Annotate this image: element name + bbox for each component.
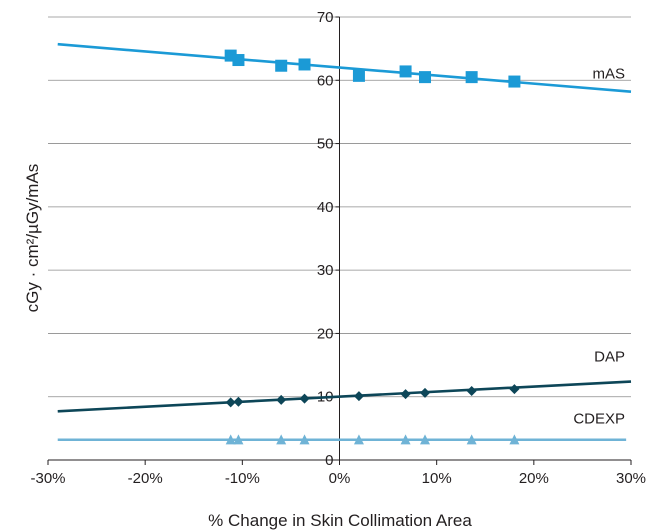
y-tick-label: 50 — [317, 136, 334, 153]
series-label-mas: mAS — [592, 66, 625, 83]
x-axis-title: % Change in Skin Collimation Area — [208, 511, 472, 530]
data-point — [353, 434, 364, 445]
x-tick-label: -10% — [225, 470, 260, 487]
x-tick-label: 30% — [616, 470, 646, 487]
x-tick-label: 10% — [422, 470, 452, 487]
y-tick-label: 20 — [317, 325, 334, 342]
data-point — [299, 434, 310, 445]
data-point — [353, 391, 364, 402]
tick-labels: -30%-20%-10%0%10%20%30%010203040506070 — [30, 9, 646, 487]
x-tick-label: 20% — [519, 470, 549, 487]
data-point — [232, 54, 245, 67]
series-dap: DAP — [57, 349, 632, 413]
data-point — [233, 434, 244, 445]
axes — [47, 16, 632, 465]
y-tick-label: 70 — [317, 9, 334, 26]
series-label-dap: DAP — [594, 349, 625, 366]
y-tick-label: 30 — [317, 262, 334, 279]
data-point — [298, 58, 311, 71]
data-point — [400, 434, 411, 445]
trendline-dap — [57, 380, 632, 413]
data-point — [352, 69, 365, 82]
data-point — [275, 59, 288, 72]
y-tick-label: 0 — [325, 452, 333, 469]
series-mas: mAS — [57, 42, 632, 93]
data-point — [508, 75, 521, 88]
data-point — [466, 386, 477, 397]
data-point — [276, 434, 287, 445]
data-point — [276, 394, 287, 405]
series-cdexp: CDEXP — [57, 411, 627, 445]
x-tick-label: -30% — [30, 470, 65, 487]
data-point — [225, 434, 236, 445]
x-tick-label: -20% — [128, 470, 163, 487]
data-point — [419, 71, 432, 84]
y-axis-title: cGy · cm²/µGy/mAs — [23, 164, 42, 313]
data-point — [420, 387, 431, 398]
trendline-mas — [57, 42, 632, 93]
y-tick-label: 40 — [317, 199, 334, 216]
data-point — [465, 71, 478, 84]
data-point — [420, 434, 431, 445]
series-layer: mAS DAP CDEXP — [57, 42, 632, 445]
data-point — [225, 397, 236, 408]
series-label-cdexp: CDEXP — [573, 411, 625, 428]
data-point — [299, 393, 310, 404]
data-point — [466, 434, 477, 445]
data-point — [509, 434, 520, 445]
data-point — [399, 65, 412, 78]
x-tick-label: 0% — [329, 470, 351, 487]
y-tick-label: 60 — [317, 72, 334, 89]
data-point — [400, 389, 411, 400]
data-point — [509, 384, 520, 395]
data-point — [233, 396, 244, 407]
